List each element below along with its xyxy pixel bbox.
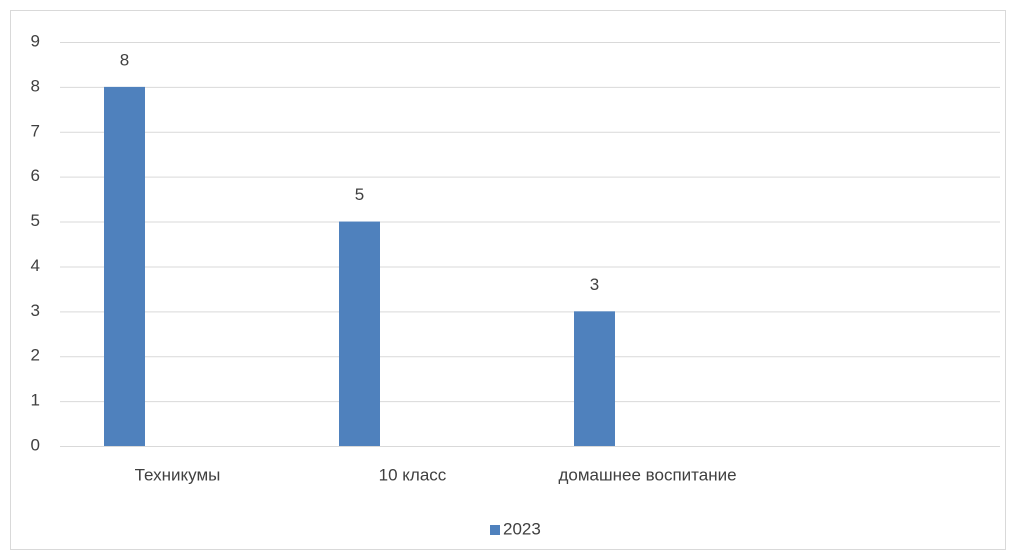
y-tick-label: 9 [31,31,40,50]
bar [574,311,615,446]
y-tick-label: 7 [31,121,40,140]
y-tick-label: 1 [31,391,40,410]
data-label: 3 [590,275,599,294]
bar [339,221,380,446]
chart-border [10,10,1006,550]
legend-swatch [490,525,500,535]
legend-label: 2023 [503,519,541,538]
y-tick-label: 5 [31,211,40,230]
x-tick-label: 10 класс [379,465,447,484]
bar [104,86,145,446]
y-tick-label: 8 [31,76,40,95]
y-tick-label: 6 [31,166,40,185]
data-label: 5 [355,185,364,204]
data-label: 8 [120,50,129,69]
x-tick-label: Техникумы [135,465,221,484]
y-tick-label: 0 [31,435,40,454]
y-tick-label: 4 [31,256,40,275]
y-tick-label: 2 [31,346,40,365]
y-tick-label: 3 [31,301,40,320]
x-tick-label: домашнее воспитание [558,465,736,484]
